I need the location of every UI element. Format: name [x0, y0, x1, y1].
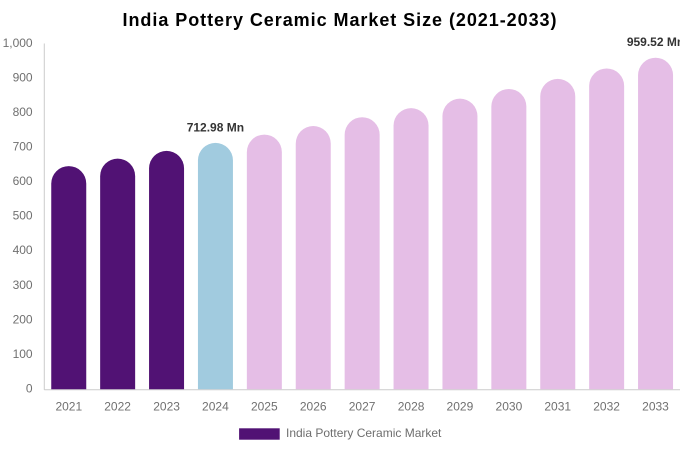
svg-text:600: 600	[13, 174, 33, 188]
svg-text:700: 700	[13, 140, 33, 154]
svg-text:2030: 2030	[496, 399, 523, 413]
svg-text:300: 300	[13, 278, 33, 292]
svg-text:2031: 2031	[544, 399, 571, 413]
svg-text:2025: 2025	[251, 399, 278, 413]
svg-text:2024: 2024	[202, 399, 229, 413]
svg-text:2027: 2027	[349, 399, 376, 413]
svg-text:2032: 2032	[593, 399, 620, 413]
svg-text:100: 100	[13, 347, 33, 361]
svg-text:2028: 2028	[398, 399, 425, 413]
svg-text:India Pottery Ceramic Market: India Pottery Ceramic Market	[286, 426, 442, 440]
svg-text:2022: 2022	[104, 399, 131, 413]
svg-text:2026: 2026	[300, 399, 327, 413]
svg-text:712.98 Mn: 712.98 Mn	[187, 121, 244, 135]
svg-text:0: 0	[26, 381, 33, 395]
svg-text:959.52 Mn: 959.52 Mn	[627, 35, 680, 49]
svg-text:900: 900	[13, 71, 33, 85]
svg-text:2021: 2021	[55, 399, 82, 413]
svg-text:2023: 2023	[153, 399, 180, 413]
svg-text:400: 400	[13, 243, 33, 257]
svg-text:200: 200	[13, 312, 33, 326]
svg-text:2029: 2029	[447, 399, 474, 413]
svg-text:2033: 2033	[642, 399, 669, 413]
svg-text:800: 800	[13, 105, 33, 119]
svg-text:1,000: 1,000	[3, 36, 33, 50]
svg-text:India Pottery Ceramic Market S: India Pottery Ceramic Market Size (2021-…	[123, 10, 558, 30]
svg-text:500: 500	[13, 209, 33, 223]
